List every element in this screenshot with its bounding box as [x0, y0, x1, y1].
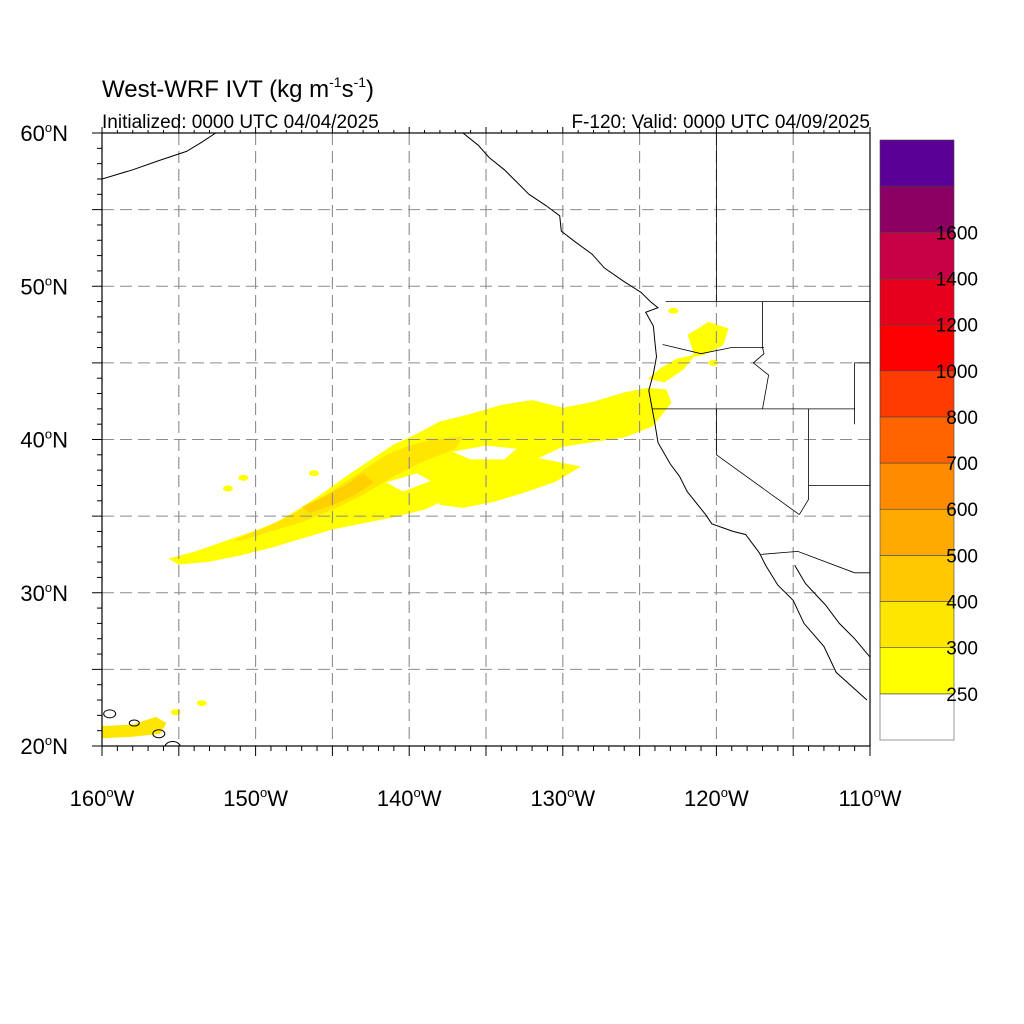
ivt-isolated-cell [708, 359, 719, 366]
colorbar-box [879, 601, 955, 648]
west-coast-coastline [547, 206, 868, 701]
colorbar-label: 800 [946, 408, 978, 429]
colorbar-box [879, 232, 955, 279]
political-border [760, 550, 870, 574]
ivt-isolated-cell [668, 307, 679, 314]
initialized-time-label: Initialized: 0000 UTC 04/04/2025 [102, 112, 379, 133]
political-border [752, 301, 770, 409]
ivt-isolated-cell [308, 470, 319, 477]
longitude-label: 160oW [70, 785, 135, 811]
political-border [854, 362, 870, 425]
colorbar-label: 700 [946, 454, 978, 475]
colorbar-label: 500 [946, 546, 978, 567]
longitude-label: 130oW [530, 785, 595, 811]
colorbar-label: 1600 [936, 223, 978, 244]
ivt-isolated-cell [222, 485, 233, 492]
ivt-isolated-cell [196, 700, 207, 707]
ivt-isolated-cell [238, 474, 249, 481]
latitude-label: 60oN [20, 120, 68, 146]
colorbar-label: 250 [946, 685, 978, 706]
colorbar-box [879, 508, 955, 556]
colorbar-box [879, 416, 955, 464]
colorbar: 250 300 400 500 600 700 800 1000 1200 1400 1600 [879, 139, 978, 741]
map-panel: 60oN 50oN 40oN 30oN 20oN 160oW 150oW 140oW 130o… [20, 120, 901, 811]
gulf-of-california-coastline [794, 564, 870, 658]
ivt-gap [452, 445, 517, 460]
longitude-label: 120oW [684, 785, 749, 811]
ivt-shading-layer [102, 307, 729, 739]
gridlines [102, 133, 870, 746]
colorbar-label: 400 [946, 593, 978, 614]
ivt-hawaii-patch [102, 716, 167, 739]
longitude-labels: 160oW 150oW 140oW 130oW 120oW 110oW [70, 785, 902, 811]
latitude-label: 30oN [20, 580, 68, 606]
ivt-isolated-cell [170, 709, 181, 716]
latitude-label: 40oN [20, 427, 68, 453]
colorbar-box [879, 647, 955, 695]
colorbar-box [879, 324, 955, 372]
colorbar-labels: 250 300 400 500 600 700 800 1000 1200 1400 1600 [936, 223, 978, 706]
colorbar-box [879, 139, 955, 187]
latitude-label: 50oN [20, 273, 68, 299]
hawaii-island [164, 741, 181, 746]
axis-ticks [92, 127, 871, 756]
longitude-label: 150oW [223, 785, 288, 811]
colorbar-box [879, 555, 955, 602]
longitude-label: 110oW [838, 785, 901, 811]
hawaii-island [152, 729, 166, 739]
latitude-labels: 60oN 50oN 40oN 30oN 20oN [20, 120, 68, 759]
ivt-oregon-blob [648, 321, 729, 383]
colorbar-box [879, 278, 955, 325]
hawaii-island [128, 719, 140, 727]
colorbar-label: 1200 [936, 316, 978, 337]
colorbar-label: 300 [946, 639, 978, 660]
colorbar-label: 1400 [936, 269, 978, 290]
alaska-panhandle-coastline [462, 133, 548, 208]
colorbar-box [879, 370, 955, 418]
alaska-peninsula-coastline [102, 133, 216, 180]
colorbar-box [879, 185, 955, 233]
longitude-label: 140oW [377, 785, 442, 811]
figure-title: West-WRF IVT (kg m-1s-1) [102, 74, 374, 103]
coastlines-and-borders [102, 133, 870, 746]
hawaii-island [103, 709, 117, 719]
political-border [798, 408, 809, 515]
latitude-label: 20oN [20, 733, 68, 759]
ivt-gap [386, 473, 431, 492]
ivt-isolated-cell [457, 491, 468, 498]
colorbar-label: 600 [946, 500, 978, 521]
ivt-isolated-cell [542, 439, 553, 446]
valid-time-label: F-120: Valid: 0000 UTC 04/09/2025 [571, 112, 870, 133]
political-border [716, 408, 800, 515]
colorbar-box [879, 462, 955, 510]
colorbar-label: 1000 [936, 362, 978, 383]
colorbar-box [879, 693, 955, 741]
colorbar-boxes [879, 139, 955, 741]
political-border [662, 344, 764, 355]
ivt-darker-core [301, 473, 374, 514]
